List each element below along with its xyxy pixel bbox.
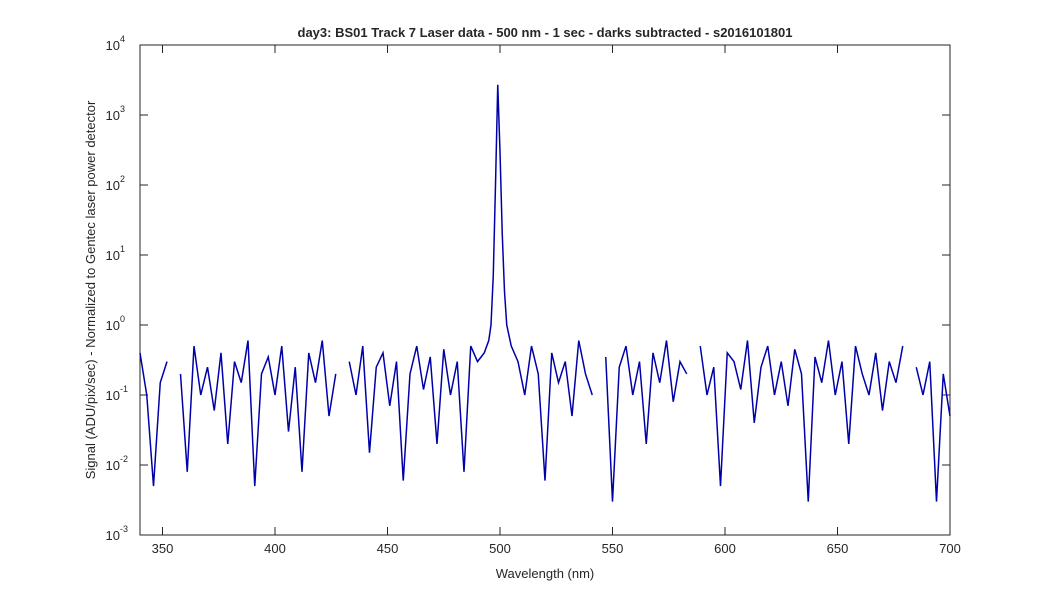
data-line <box>915 361 951 502</box>
x-tick-label: 450 <box>377 541 399 556</box>
x-axis-label: Wavelength (nm) <box>496 566 595 581</box>
chart-title: day3: BS01 Track 7 Laser data - 500 nm -… <box>298 25 793 40</box>
y-tick-exponent: 4 <box>120 34 125 44</box>
x-tick-label: 600 <box>714 541 736 556</box>
data-line <box>139 352 168 487</box>
x-tick-label: 700 <box>939 541 961 556</box>
y-tick-exponent: 3 <box>120 104 125 114</box>
y-tick-exponent: 1 <box>120 244 125 254</box>
y-tick-exponent: -1 <box>120 384 128 394</box>
y-tick-label: 10 <box>106 248 120 263</box>
y-tick-label: 10 <box>106 108 120 123</box>
y-tick-label: 10 <box>106 388 120 403</box>
x-tick-label: 650 <box>827 541 849 556</box>
y-tick-exponent: -3 <box>120 524 128 534</box>
y-tick-exponent: 0 <box>120 314 125 324</box>
x-tick-label: 350 <box>152 541 174 556</box>
y-tick-label: 10 <box>106 458 120 473</box>
x-tick-label: 500 <box>489 541 511 556</box>
y-tick-label: 10 <box>106 38 120 53</box>
y-axis-label: Signal (ADU/pix/sec) - Normalized to Gen… <box>83 100 98 479</box>
x-tick-label: 400 <box>264 541 286 556</box>
data-line <box>699 340 904 502</box>
data-line <box>348 84 593 481</box>
x-tick-label: 550 <box>602 541 624 556</box>
plot-area <box>139 44 951 536</box>
y-tick-exponent: -2 <box>120 454 128 464</box>
y-tick-label: 10 <box>106 528 120 543</box>
data-line <box>179 340 337 487</box>
data-line <box>605 340 688 502</box>
y-tick-exponent: 2 <box>120 174 125 184</box>
y-tick-label: 10 <box>106 318 120 333</box>
y-tick-label: 10 <box>106 178 120 193</box>
